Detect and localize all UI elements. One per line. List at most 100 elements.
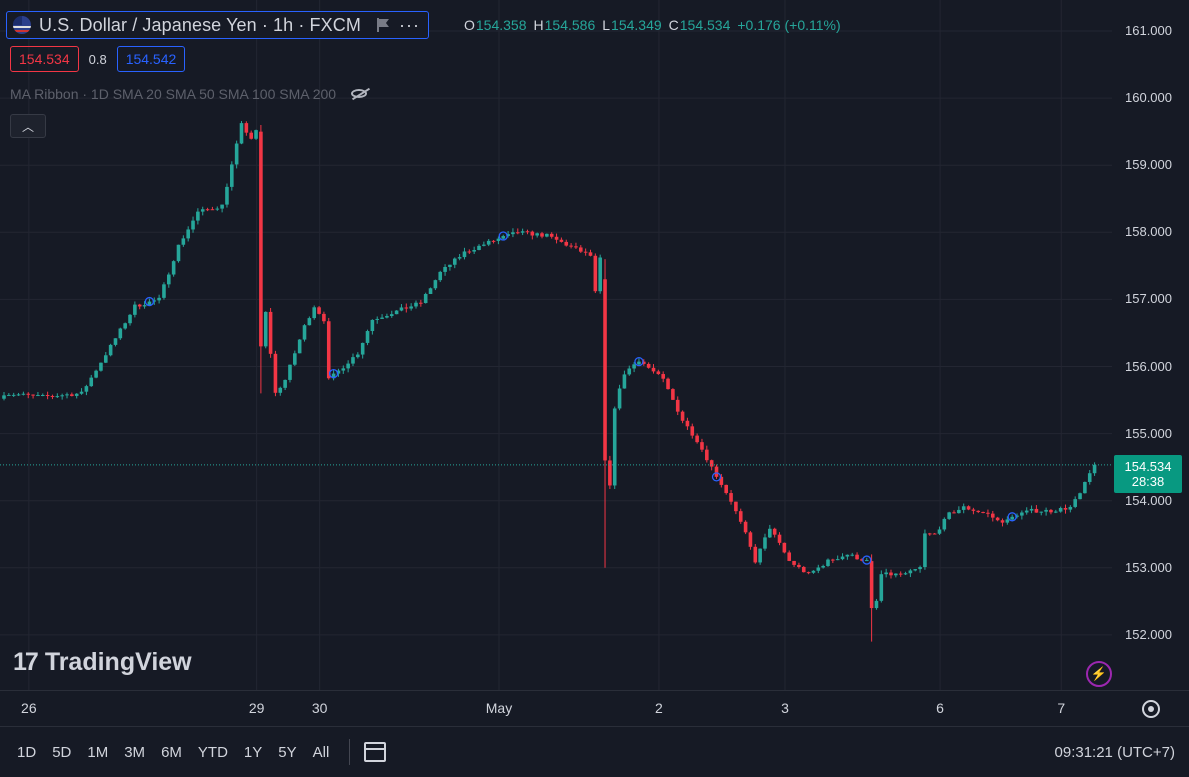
candle-body	[283, 379, 287, 388]
candle-body	[656, 371, 661, 375]
range-5d-button[interactable]: 5D	[52, 743, 72, 761]
candle-body	[1083, 481, 1087, 494]
candle-body	[414, 302, 418, 307]
candle-body	[210, 209, 215, 211]
sell-button[interactable]: 154.534	[10, 46, 79, 72]
candle-body	[341, 368, 346, 371]
bar-countdown: 28:38	[1131, 474, 1165, 489]
candle-body	[864, 560, 869, 562]
chart-pane[interactable]	[0, 0, 1112, 690]
y-tick-label: 160.000	[1125, 90, 1172, 106]
y-tick-label: 159.000	[1125, 157, 1172, 173]
candle-body	[811, 570, 816, 573]
candle-body	[777, 534, 782, 543]
candle-body	[74, 393, 79, 396]
candle-body	[1015, 515, 1019, 517]
symbol-title-box[interactable]: U.S. Dollar / Japanese Yen · 1h · FXCM ·…	[6, 11, 429, 39]
candle-body	[317, 307, 321, 314]
candle-body	[438, 271, 443, 281]
candle-body	[700, 442, 704, 450]
candle-body	[632, 364, 636, 369]
candle-body	[540, 233, 544, 237]
candle-body	[1024, 510, 1029, 513]
range-3m-button[interactable]: 3M	[124, 743, 146, 761]
candle-body	[598, 257, 602, 292]
calendar-icon[interactable]	[364, 742, 387, 762]
last-price-value: 154.534	[1124, 459, 1172, 474]
candle-body	[356, 354, 360, 358]
candlestick-chart[interactable]	[0, 0, 1112, 690]
y-tick-label: 156.000	[1125, 358, 1172, 374]
candle-body	[196, 211, 200, 221]
lightning-icon[interactable]: ⚡	[1086, 661, 1112, 687]
event-marker	[498, 231, 508, 241]
trade-prices: 154.534 0.8 154.542	[10, 46, 186, 72]
range-1y-button[interactable]: 1Y	[243, 743, 263, 761]
candle-body	[651, 367, 656, 372]
candle-body	[1073, 499, 1077, 507]
candle-body	[714, 466, 719, 477]
candle-body	[937, 529, 942, 534]
candle-body	[375, 318, 380, 320]
candle-body	[622, 374, 627, 389]
candle-body	[36, 395, 40, 397]
candle-body	[1053, 511, 1058, 513]
candle-body	[230, 164, 234, 187]
symbol-title[interactable]: U.S. Dollar / Japanese Yen · 1h · FXCM	[39, 14, 361, 35]
buy-button[interactable]: 154.542	[116, 46, 186, 72]
candle-body	[675, 399, 680, 412]
eye-crossed-icon[interactable]	[350, 87, 370, 101]
candle-body	[55, 396, 60, 398]
collapse-legend-button[interactable]: ︿	[10, 114, 46, 138]
range-5y-button[interactable]: 5Y	[278, 743, 297, 761]
candle-body	[1039, 511, 1044, 513]
event-marker	[862, 555, 872, 565]
clock-timezone[interactable]: 09:31:21 (UTC+7)	[1054, 743, 1175, 761]
candle-body	[399, 307, 404, 311]
candle-body	[758, 548, 762, 563]
x-tick-label: 7	[1057, 700, 1066, 716]
candle-body	[957, 509, 961, 514]
price-axis[interactable]: 161.000 160.000 159.000 158.000 157.000 156.0…	[1112, 0, 1189, 690]
candle-body	[705, 449, 709, 461]
high-value: 154.586	[544, 17, 596, 33]
more-icon[interactable]: ···	[398, 14, 420, 35]
candle-body	[302, 325, 307, 340]
range-1m-button[interactable]: 1M	[87, 743, 109, 761]
candle-body	[1049, 509, 1053, 513]
candle-body	[225, 186, 229, 205]
candle-body	[709, 460, 714, 467]
tradingview-logo-mark: 17	[13, 648, 39, 676]
flag-icon[interactable]	[375, 17, 391, 33]
event-marker	[634, 356, 644, 367]
y-tick-label: 161.000	[1125, 23, 1172, 38]
candle-body	[850, 554, 855, 556]
candle-body	[782, 542, 787, 553]
candle-body	[608, 460, 612, 486]
indicator-legend[interactable]: MA Ribbon · 1D SMA 20 SMA 50 SMA 100 SMA…	[10, 86, 370, 102]
candle-body	[763, 537, 767, 549]
candle-body	[26, 393, 31, 395]
candle-body	[724, 484, 729, 494]
candle-body	[680, 411, 685, 421]
candle-body	[1087, 473, 1092, 482]
candle-body	[821, 565, 825, 568]
range-1d-button[interactable]: 1D	[17, 743, 37, 761]
candle-body	[801, 566, 806, 573]
candle-body	[428, 288, 433, 294]
candle-body	[273, 353, 278, 393]
candle-body	[162, 284, 166, 298]
candle-body	[293, 353, 297, 365]
candle-body	[152, 300, 157, 302]
candle-body	[472, 249, 476, 252]
range-6m-button[interactable]: 6M	[161, 743, 182, 761]
candle-body	[903, 573, 908, 575]
candle-body	[307, 318, 312, 326]
range-all-button[interactable]: All	[312, 743, 330, 761]
candle-body	[593, 255, 598, 292]
time-axis[interactable]: 26 29 30 May 2 3 6 7	[0, 690, 1189, 727]
settings-icon[interactable]	[1142, 700, 1160, 718]
candle-body	[1010, 516, 1014, 520]
candle-body	[690, 426, 695, 436]
range-ytd-button[interactable]: YTD	[197, 743, 228, 761]
